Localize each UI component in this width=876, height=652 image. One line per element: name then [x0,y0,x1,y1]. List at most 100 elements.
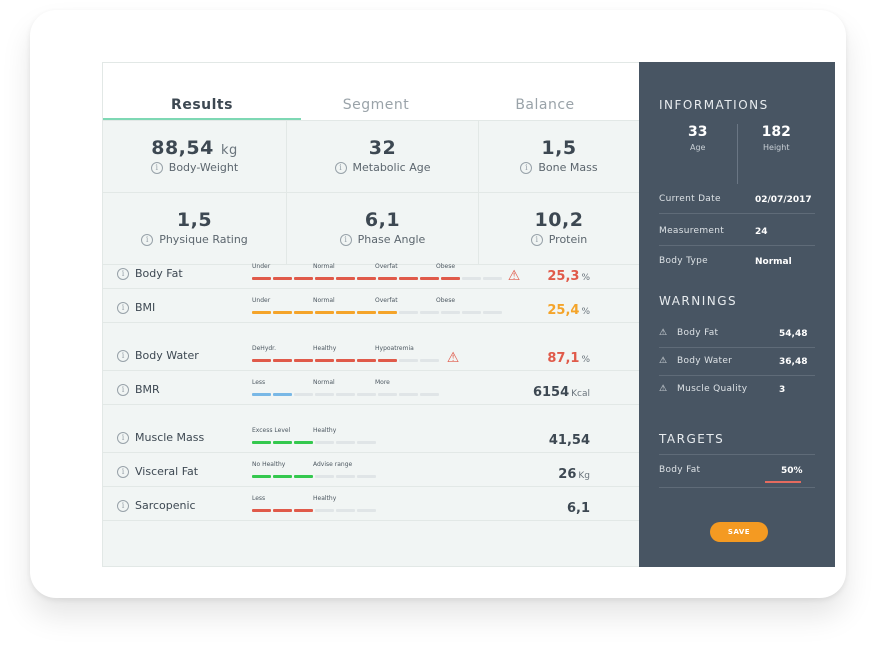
target-value[interactable]: 50% [781,466,803,476]
metric-number: 6154 [532,385,570,400]
metric-row-body-water: i Body Water DeHydr. Healthy Hypoatremia ⚠ 87… [103,337,640,371]
metric-value: 25,3% [547,269,590,284]
warning-label-text: Body Fat [677,328,719,338]
metric-row-body-fat: i Body Fat Under Normal Overfat Obese ⚠ 25,3% [103,255,640,289]
info-icon[interactable]: i [117,350,129,362]
group-spacer [103,405,640,419]
gauge-range-label: DeHydr. [252,345,277,352]
gauge-range-label: No Healthy [252,461,286,468]
info-icon[interactable]: i [520,162,533,174]
gauge-segment-empty [315,509,334,512]
gauge-range-label: Normal [313,379,335,386]
info-icon[interactable]: i [530,234,543,246]
tab-segment[interactable]: Segment [342,97,410,113]
gauge-segment-filled [399,277,418,280]
card-label: i Protein [479,233,639,246]
current-date-row: Current Date 02/07/2017 [659,186,815,214]
warning-value: 3 [779,385,786,395]
info-icon[interactable]: i [150,162,163,174]
info-icon[interactable]: i [117,500,129,512]
metric-unit: Kg [578,471,590,481]
gauge-range-label: Under [252,297,271,304]
tab-bar: Results Segment Balance [103,63,639,121]
warning-icon: ⚠ [507,268,521,284]
gauge-segment-filled [252,393,271,396]
gauge-bar [252,509,376,512]
metric-row-muscle-mass: i Muscle Mass Excess Level Healthy 41,54 [103,419,640,453]
gauge-segment-filled [315,359,334,362]
gauge-segment-empty [441,311,460,314]
gauge-range-label: Less [252,379,266,386]
group-spacer [103,323,640,337]
gauge-segment-empty [462,277,481,280]
card-number: 1,5 [176,209,213,231]
body-type-row: Body Type Normal [659,248,815,276]
gauge-segment-filled [357,277,376,280]
info-icon[interactable]: i [334,162,347,174]
metric-row-bmr: i BMR Less Normal More 6154 Kcal [103,371,640,405]
gauge-bar [252,359,439,362]
metric-value: 87,1% [547,351,590,366]
metric-number: 25,3 [547,269,580,284]
metric-name-text: Muscle Mass [135,431,205,444]
metric-value: 25,4% [547,303,590,318]
gauge-segment-empty [336,475,355,478]
gauge-range-label: Healthy [313,345,337,352]
age-label: Age [690,143,706,152]
gauge-segment-empty [315,475,334,478]
gauge-range-label: Healthy [313,495,337,502]
gauge-bar [252,475,376,478]
info-icon[interactable]: i [117,302,129,314]
info-icon[interactable]: i [117,432,129,444]
tab-results[interactable]: Results [103,63,301,120]
gauge-segment-filled [336,277,355,280]
metric-unit: % [581,307,590,317]
gauge-segment-empty [357,509,376,512]
metric-name: i BMR [117,383,160,396]
gauge-range-label: Overfat [375,297,398,304]
gauge-range-label: Excess Level [252,427,291,434]
info-icon[interactable]: i [117,384,129,396]
warning-value: 54,48 [779,329,808,339]
info-icon[interactable]: i [141,234,154,246]
targets-title: TARGETS [659,432,725,446]
metric-name: i Visceral Fat [117,465,198,478]
metric-number: 25,4 [547,303,580,318]
gauge-segment-empty [399,393,418,396]
gauge-segment-empty [315,393,334,396]
gauge-segment-empty [357,393,376,396]
gauge-range-label: Hypoatremia [375,345,414,352]
gauge-segment-empty [336,441,355,444]
card-value: 1,5 [479,137,639,159]
card-label-text: Physique Rating [159,233,248,246]
metric-name: i Body Fat [117,267,183,280]
body-type-value: Normal [755,257,792,267]
gauge-segment-empty [336,509,355,512]
warning-icon: ⚠ [659,384,668,394]
metric-name-text: Body Fat [135,267,183,280]
informations-title: INFORMATIONS [659,98,769,112]
warning-row-body-fat: ⚠ Body Fat 54,48 [659,320,815,348]
gauge-segment-empty [420,311,439,314]
app-screen: Results Segment Balance 88,54 kg i Body-W… [102,62,835,567]
card-physique-rating: 1,5 i Physique Rating [103,193,287,265]
gauge-bar [252,393,439,396]
metric-row-sarcopenic: i Sarcopenic Less Healthy 6,1 [103,487,640,521]
metric-value: 6154 Kcal [533,385,590,400]
gauge-segment-filled [273,475,292,478]
info-icon[interactable]: i [339,234,352,246]
info-icon[interactable]: i [117,268,129,280]
card-label-text: Phase Angle [357,233,426,246]
card-metabolic-age: 32 i Metabolic Age [287,121,479,193]
card-label: i Body-Weight [103,161,286,174]
save-button[interactable]: SAVE [710,522,768,542]
metric-name: i Muscle Mass [117,431,204,444]
gauge-segment-empty [462,311,481,314]
metric-name-text: Body Water [135,349,199,362]
target-row-body-fat: Body Fat 50% [659,454,815,488]
tab-balance[interactable]: Balance [515,97,575,113]
card-label-text: Body-Weight [168,161,239,174]
warning-label: ⚠ Muscle Quality [659,384,747,394]
info-icon[interactable]: i [117,466,129,478]
metric-unit: % [581,273,590,283]
